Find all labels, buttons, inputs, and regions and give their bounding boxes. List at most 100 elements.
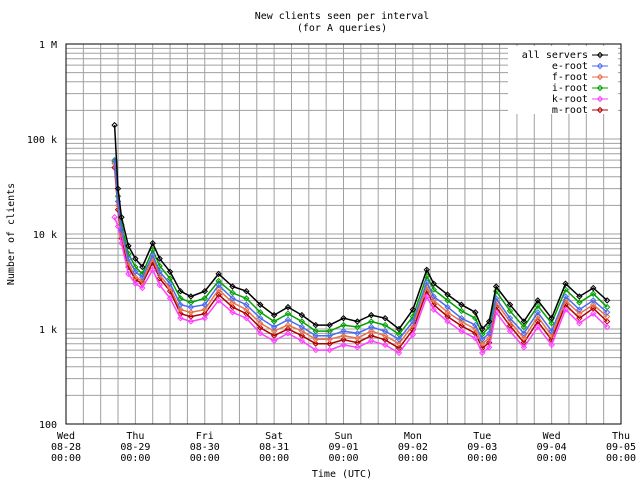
data-point: [368, 323, 375, 331]
data-point: [520, 330, 528, 337]
data-point: [201, 301, 208, 308]
data-point: [312, 321, 319, 329]
y-axis-label: Number of clients: [6, 183, 17, 285]
data-point: [479, 349, 486, 357]
data-point: [118, 214, 125, 221]
data-point: [270, 323, 278, 331]
data-point: [444, 309, 451, 316]
data-point: [229, 309, 236, 316]
data-point: [354, 330, 361, 337]
data-point: [177, 314, 184, 322]
y-tick-label: 100: [39, 420, 57, 431]
data-point: [430, 306, 437, 313]
series-layer: [111, 121, 611, 357]
x-tick-label: Sun: [334, 431, 352, 442]
data-point: [312, 346, 319, 354]
legend-label: e-root: [552, 61, 588, 72]
data-point: [312, 340, 319, 347]
legend-marker: [596, 106, 604, 114]
data-point: [139, 263, 146, 271]
data-point: [270, 311, 278, 319]
data-point: [340, 327, 347, 335]
data-point: [215, 270, 222, 278]
legend-label: all servers: [522, 50, 588, 61]
data-point: [166, 268, 174, 276]
series-e-root: [111, 156, 611, 343]
data-point: [368, 337, 375, 345]
data-point: [409, 331, 417, 338]
x-tick-label: Mon: [404, 431, 422, 442]
data-point: [312, 336, 319, 343]
data-point: [257, 301, 264, 308]
x-tick-label: Wed: [543, 431, 561, 442]
x-tick-label: 08-31: [259, 442, 289, 453]
x-tick-label: 00:00: [51, 453, 81, 464]
data-point: [149, 266, 156, 273]
legend-marker: [596, 51, 604, 59]
x-tick-label: Sat: [265, 431, 283, 442]
data-point: [187, 303, 195, 311]
data-point: [472, 309, 479, 316]
data-point: [298, 311, 306, 319]
data-point: [492, 283, 500, 290]
data-point: [381, 314, 389, 322]
data-point: [430, 286, 437, 293]
data-point: [458, 314, 465, 322]
data-point: [354, 344, 361, 351]
data-point: [284, 303, 292, 311]
data-point: [177, 295, 184, 302]
data-point: [506, 327, 514, 335]
data-point: [354, 323, 361, 331]
x-tick-label: 09-03: [467, 442, 497, 453]
data-point: [340, 321, 347, 329]
data-point: [603, 297, 611, 304]
x-tick-label: Thu: [612, 431, 630, 442]
data-point: [458, 318, 465, 325]
data-point: [201, 287, 208, 295]
legend-label: m-root: [552, 105, 588, 116]
data-point: [149, 251, 156, 259]
data-point: [215, 281, 222, 289]
data-point: [409, 318, 417, 325]
data-point: [229, 299, 236, 306]
data-point: [395, 340, 403, 347]
data-point: [548, 341, 555, 349]
data-point: [576, 299, 583, 306]
data-point: [562, 280, 569, 287]
data-point: [187, 318, 195, 325]
data-point: [562, 306, 569, 313]
data-point: [257, 309, 264, 316]
data-point: [243, 301, 250, 308]
data-point: [506, 307, 514, 315]
x-tick-label: 00:00: [259, 453, 289, 464]
data-point: [423, 279, 430, 286]
data-point: [139, 284, 146, 292]
data-point: [118, 230, 125, 238]
data-point: [201, 306, 208, 313]
data-point: [381, 321, 389, 329]
data-point: [125, 255, 132, 262]
data-point: [485, 330, 493, 337]
data-point: [326, 332, 333, 339]
data-point: [340, 332, 347, 339]
x-tick-label: 00:00: [120, 453, 150, 464]
data-point: [576, 310, 583, 317]
data-point: [603, 309, 611, 316]
y-tick-label: 1 M: [39, 40, 57, 51]
data-point: [506, 301, 514, 308]
x-tick-label: Thu: [126, 431, 144, 442]
data-point: [177, 287, 184, 295]
data-point: [215, 277, 222, 285]
data-point: [139, 277, 146, 285]
data-point: [603, 313, 611, 320]
data-point: [156, 255, 163, 262]
data-point: [187, 293, 195, 300]
y-tick-label: 1 k: [39, 325, 57, 336]
x-tick-label: 00:00: [606, 453, 636, 464]
data-point: [177, 306, 184, 313]
series-line: [113, 163, 608, 345]
x-tick-label: Wed: [57, 431, 75, 442]
data-point: [284, 316, 292, 324]
data-point: [590, 284, 597, 292]
x-tick-label: 00:00: [190, 453, 220, 464]
